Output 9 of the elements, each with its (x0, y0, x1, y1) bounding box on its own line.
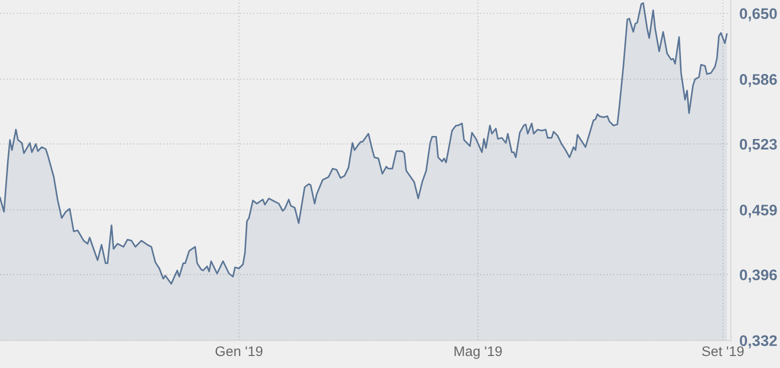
y-tick-label: 0,523 (740, 138, 777, 152)
y-tick-label: 0,396 (740, 269, 777, 282)
y-tick-label: 0,332 (740, 335, 777, 348)
x-tick-label: Set '19 (702, 346, 744, 356)
x-tick-label: Gen '19 (216, 346, 262, 356)
y-tick-label: 0,459 (740, 204, 777, 218)
y-tick-label: 0,586 (740, 74, 777, 88)
x-tick-label: Mag '19 (454, 346, 502, 359)
y-tick-label: 0,650 (740, 8, 777, 22)
